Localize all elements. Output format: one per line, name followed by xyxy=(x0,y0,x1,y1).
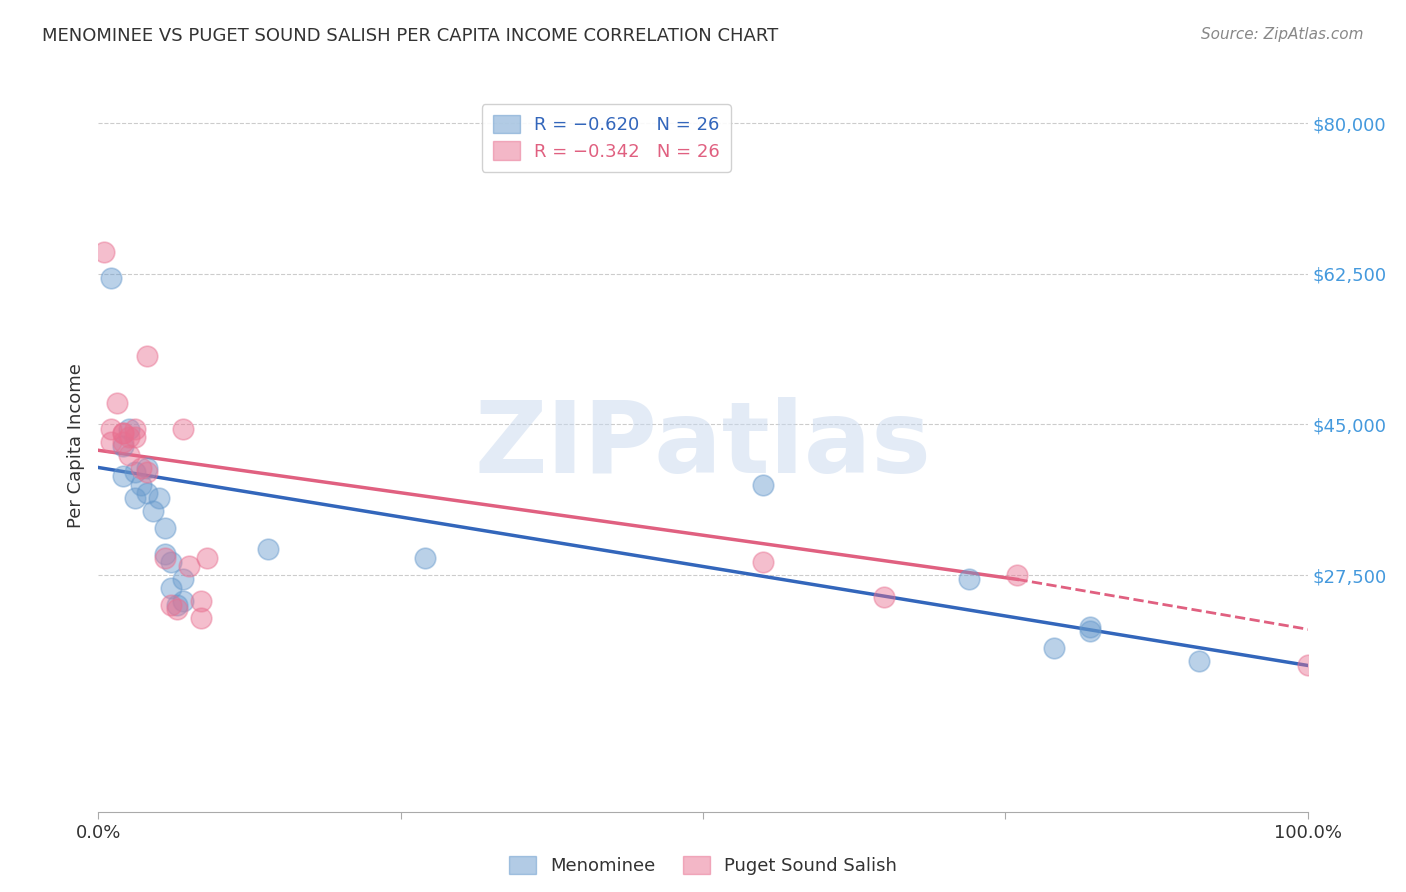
Point xyxy=(153,547,176,561)
Point xyxy=(166,598,188,612)
Text: ZIPatlas: ZIPatlas xyxy=(475,398,931,494)
Point xyxy=(172,573,194,587)
Point xyxy=(111,426,134,441)
Point xyxy=(153,550,176,565)
Legend: R = −0.620   N = 26, R = −0.342   N = 26: R = −0.620 N = 26, R = −0.342 N = 26 xyxy=(482,104,731,171)
Point xyxy=(957,573,980,587)
Point xyxy=(118,448,141,462)
Point xyxy=(1188,654,1211,668)
Point xyxy=(179,559,201,574)
Point xyxy=(160,598,183,612)
Point xyxy=(124,430,146,444)
Point xyxy=(135,460,157,475)
Point xyxy=(153,521,176,535)
Point xyxy=(135,349,157,363)
Point xyxy=(105,396,128,410)
Point xyxy=(100,422,122,436)
Point xyxy=(1078,624,1101,638)
Point xyxy=(172,594,194,608)
Point xyxy=(172,422,194,436)
Point xyxy=(413,550,436,565)
Point xyxy=(111,434,134,449)
Point xyxy=(129,477,152,491)
Point xyxy=(752,477,775,491)
Point xyxy=(124,422,146,436)
Point xyxy=(100,271,122,285)
Point xyxy=(93,245,115,260)
Point xyxy=(135,465,157,479)
Point xyxy=(124,465,146,479)
Point xyxy=(752,555,775,569)
Point xyxy=(148,491,170,505)
Point xyxy=(873,590,896,604)
Point xyxy=(111,426,134,441)
Point xyxy=(190,594,212,608)
Point xyxy=(256,542,278,557)
Text: Source: ZipAtlas.com: Source: ZipAtlas.com xyxy=(1201,27,1364,42)
Point xyxy=(118,422,141,436)
Point xyxy=(118,430,141,444)
Point xyxy=(1042,641,1064,656)
Point xyxy=(111,469,134,483)
Point xyxy=(195,550,218,565)
Point xyxy=(100,434,122,449)
Point xyxy=(190,611,212,625)
Point xyxy=(1007,568,1029,582)
Point xyxy=(160,581,183,595)
Point xyxy=(135,486,157,500)
Point xyxy=(1078,620,1101,634)
Point xyxy=(160,555,183,569)
Point xyxy=(124,491,146,505)
Text: MENOMINEE VS PUGET SOUND SALISH PER CAPITA INCOME CORRELATION CHART: MENOMINEE VS PUGET SOUND SALISH PER CAPI… xyxy=(42,27,779,45)
Y-axis label: Per Capita Income: Per Capita Income xyxy=(66,364,84,528)
Legend: Menominee, Puget Sound Salish: Menominee, Puget Sound Salish xyxy=(501,847,905,884)
Point xyxy=(142,503,165,517)
Point xyxy=(166,602,188,616)
Point xyxy=(111,439,134,453)
Point xyxy=(1296,658,1319,673)
Point xyxy=(129,460,152,475)
